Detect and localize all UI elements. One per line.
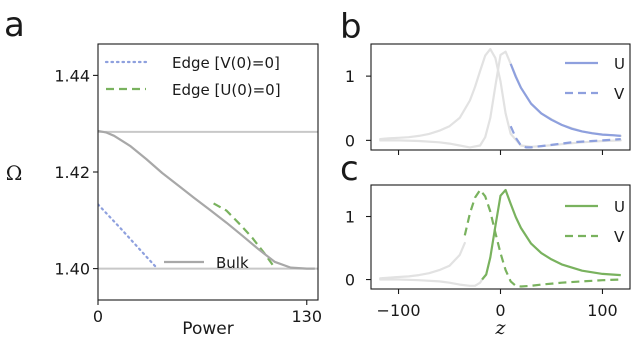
legend-label-a-1: Edge [U(0)=0] [172,81,281,99]
legend-b: UV [565,55,625,103]
series-line-b-v [509,125,621,149]
y-tick-label-a-2: 1.44 [54,66,90,85]
panel-letter-a: a [4,5,25,45]
legend-label-c-1: V [614,228,625,246]
legend-label-c-0: U [614,198,625,216]
x-axis-label-a: Power [182,319,233,339]
legend-a-bottom: Bulk [164,254,249,272]
y-axis-label-a: Ω [6,161,23,185]
x-tick-label-c-1: 0 [495,301,505,320]
y-tick-label-b-0: 0 [345,131,355,150]
plot-area-c [379,188,621,288]
y-tick-label-a-1: 1.42 [54,163,90,182]
x-tick-label-a-1: 130 [291,307,322,326]
series-line-a-edge-u-0-0- [213,202,276,269]
x-tick-label-c-0: −100 [377,301,421,320]
plot-area-a [98,129,318,270]
legend-c: UV [565,198,625,246]
series-line-a-bulk [98,129,315,270]
panel-b: b 0 1 UV [340,7,631,155]
series-line-a-edge-v-0-0- [98,203,159,270]
legend-label-b-0: U [614,55,625,73]
panel-letter-c: c [340,149,359,189]
x-axis-label-c: z [494,317,506,339]
legend-label-a-0: Edge [V(0)=0] [172,54,280,72]
legend-label-a-bulk: Bulk [216,254,249,272]
series-line-c-v [463,188,621,288]
legend-label-b-1: V [614,85,625,103]
x-tick-label-a-0: 0 [93,307,103,326]
background-curve-c-1 [379,278,484,287]
background-curve-c-0 [379,241,466,280]
legend-a-top: Edge [V(0)=0] Edge [U(0)=0] [104,54,281,99]
y-tick-label-c-0: 0 [345,271,355,290]
y-tick-label-a-0: 1.40 [54,260,90,279]
y-tick-label-c-1: 1 [345,208,355,227]
plot-area-b [379,48,622,149]
panel-letter-b: b [340,7,362,47]
series-line-c-u [481,188,621,281]
x-tick-label-c-2: 100 [587,301,618,320]
series-line-b-u [509,63,621,137]
background-curve-b-1 [379,50,622,149]
y-tick-label-b-1: 1 [345,67,355,86]
